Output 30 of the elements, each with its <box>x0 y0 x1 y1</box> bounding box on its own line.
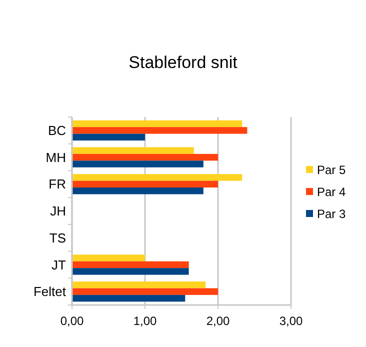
bar <box>72 288 218 295</box>
bar <box>72 261 189 268</box>
bar <box>72 188 204 194</box>
bar <box>72 120 242 128</box>
bar <box>72 160 204 168</box>
legend-label: Par 3 <box>317 207 346 222</box>
chart-title: Stableford snit <box>128 53 238 72</box>
bar <box>72 134 145 140</box>
y-tick-label: TS <box>49 230 66 246</box>
bar <box>72 268 189 275</box>
bar <box>72 282 206 288</box>
y-tick-label: FR <box>48 176 66 192</box>
legend-label: Par 4 <box>317 185 346 200</box>
x-tick-label: 2,00 <box>206 314 230 328</box>
bar <box>72 127 248 134</box>
bar <box>72 147 194 154</box>
x-tick-label: 0,00 <box>60 314 84 328</box>
x-tick-label: 3,00 <box>279 314 303 328</box>
bar <box>72 180 218 188</box>
bar <box>72 294 186 302</box>
y-tick-label: BC <box>48 122 66 138</box>
y-tick-label: Feltet <box>33 284 66 300</box>
y-tick-label: JT <box>52 257 66 272</box>
y-tick-label: JH <box>50 204 66 219</box>
legend-label: Par 5 <box>317 163 346 178</box>
bar <box>72 174 242 181</box>
bar <box>72 254 145 262</box>
x-tick-label: 1,00 <box>133 314 157 328</box>
bar <box>72 154 218 161</box>
y-tick-label: MH <box>46 150 66 165</box>
